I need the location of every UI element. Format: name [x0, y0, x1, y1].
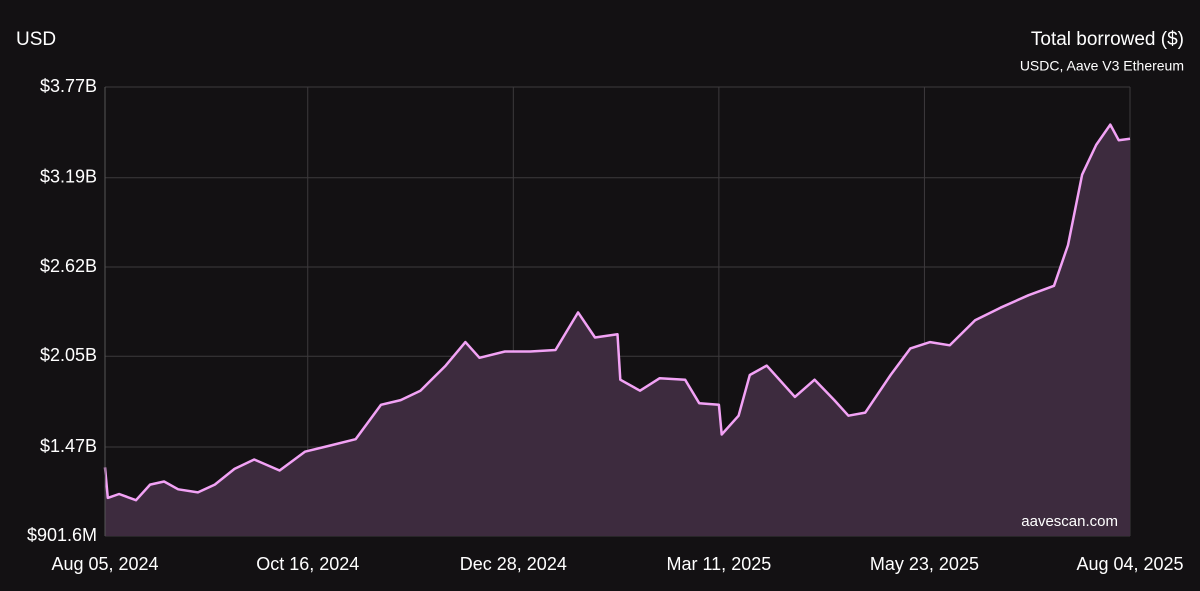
- x-tick-label: Aug 05, 2024: [51, 554, 158, 574]
- y-tick-label: $3.19B: [40, 167, 97, 187]
- x-tick-label: Oct 16, 2024: [256, 554, 359, 574]
- x-tick-label: Mar 11, 2025: [667, 554, 772, 574]
- line: [103, 123, 1131, 502]
- y-tick-label: $2.05B: [40, 345, 97, 365]
- x-tick-label: May 23, 2025: [870, 554, 979, 574]
- watermark: aavescan.com: [1021, 513, 1118, 530]
- x-tick-label: Aug 04, 2025: [1076, 554, 1183, 574]
- chart-subtitle: USDC, Aave V3 Ethereum: [1020, 58, 1184, 74]
- y-tick-label: $2.62B: [40, 256, 97, 276]
- y-tick-label: $901.6M: [27, 525, 97, 545]
- y-tick-label: $1.47B: [40, 436, 97, 456]
- chart-title: Total borrowed ($): [1031, 29, 1184, 50]
- y-axis-label: USD: [16, 29, 56, 50]
- x-tick-label: Dec 28, 2024: [460, 554, 567, 574]
- y-tick-label: $3.77B: [40, 76, 97, 96]
